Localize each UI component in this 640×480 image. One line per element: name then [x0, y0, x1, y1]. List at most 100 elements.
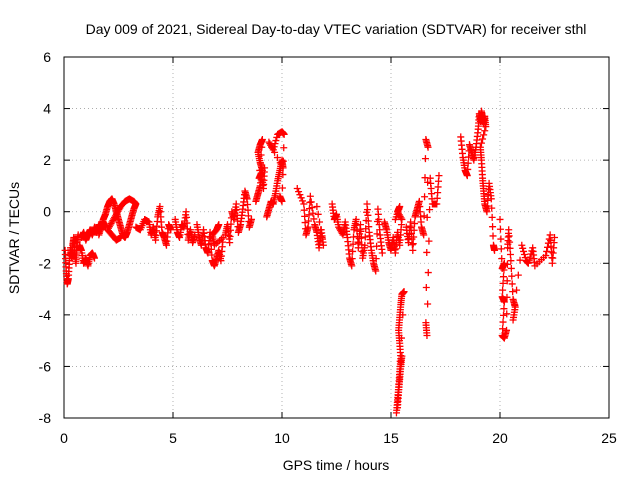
data-point-marker	[318, 234, 326, 241]
data-point-marker	[258, 136, 266, 144]
chart-title: Day 009 of 2021, Sidereal Day-to-day VTE…	[86, 21, 587, 37]
data-point-marker	[477, 139, 485, 147]
data-point-marker	[499, 286, 507, 294]
data-point-marker	[315, 218, 323, 226]
data-point-marker	[499, 311, 507, 319]
data-point-marker	[307, 198, 315, 206]
data-point-marker	[505, 226, 513, 234]
data-point-marker	[280, 130, 288, 138]
data-point-marker	[313, 203, 321, 211]
data-point-marker	[542, 252, 550, 260]
data-point-marker	[410, 233, 418, 241]
data-point-marker	[500, 266, 508, 274]
data-point-marker	[491, 246, 499, 254]
y-axis-label: SDTVAR / TECUs	[6, 182, 22, 294]
data-point-marker	[506, 251, 514, 259]
data-point-marker	[424, 143, 432, 151]
data-point-marker	[500, 259, 508, 267]
data-point-marker	[489, 223, 497, 231]
data-point-marker	[421, 155, 429, 163]
data-point-marker	[464, 165, 472, 173]
data-point-marker	[423, 331, 431, 339]
data-point-marker	[397, 334, 405, 342]
data-point-marker	[507, 264, 515, 272]
data-point-marker	[426, 206, 434, 214]
data-point-marker	[226, 232, 234, 240]
data-point-marker	[300, 200, 308, 208]
data-point-marker	[503, 277, 511, 285]
data-point-marker	[423, 248, 431, 256]
data-point-marker	[391, 215, 399, 223]
data-point-marker	[482, 123, 490, 131]
data-point-marker	[256, 159, 264, 167]
data-point-marker	[425, 237, 433, 245]
data-point-marker	[258, 143, 266, 151]
data-point-marker	[424, 178, 432, 186]
data-point-marker	[500, 298, 508, 306]
data-point-marker	[516, 256, 524, 264]
data-point-marker	[227, 226, 235, 234]
data-point-marker	[117, 234, 125, 241]
data-point-marker	[409, 240, 417, 248]
data-point-marker	[271, 140, 279, 148]
data-point-marker	[520, 247, 528, 255]
data-point-marker	[497, 235, 505, 243]
data-point-marker	[513, 286, 521, 294]
data-point-marker	[356, 221, 364, 229]
data-point-marker	[372, 267, 380, 275]
data-point-marker	[257, 151, 265, 159]
grid-lines	[64, 57, 609, 418]
data-point-marker	[273, 154, 281, 162]
data-point-marker	[520, 251, 528, 259]
data-point-marker	[487, 195, 495, 203]
data-point-marker	[308, 204, 316, 212]
data-point-marker	[423, 213, 431, 221]
y-tick-label: -2	[39, 255, 52, 271]
x-tick-label: 0	[60, 430, 68, 446]
data-point-marker	[357, 227, 365, 235]
data-point-marker	[464, 159, 472, 167]
data-point-marker	[519, 244, 527, 252]
data-point-marker	[279, 171, 287, 179]
data-point-marker	[276, 192, 284, 200]
data-point-marker	[509, 316, 517, 324]
data-point-marker	[305, 211, 313, 219]
data-point-marker	[545, 235, 553, 243]
data-point-marker	[317, 226, 325, 234]
data-point-marker	[378, 249, 386, 257]
data-point-marker	[91, 254, 99, 262]
data-points	[61, 107, 558, 417]
data-point-marker	[514, 271, 522, 279]
data-point-marker	[278, 184, 286, 192]
y-tick-label: 4	[43, 101, 51, 117]
data-point-marker	[357, 234, 365, 242]
data-point-marker	[304, 223, 312, 231]
data-point-marker	[421, 193, 429, 201]
data-point-marker	[310, 215, 318, 223]
plot-area-frame	[63, 56, 610, 419]
data-point-marker	[348, 255, 356, 263]
x-axis-label: GPS time / hours	[283, 457, 390, 473]
y-tick-label: 6	[43, 49, 51, 65]
data-point-marker	[306, 192, 314, 200]
y-tick-label: -8	[39, 410, 52, 426]
data-point-marker	[348, 262, 356, 270]
data-point-marker	[280, 144, 288, 152]
data-point-marker	[544, 243, 552, 251]
data-point-marker	[505, 232, 513, 240]
data-point-marker	[511, 301, 519, 309]
data-point-marker	[361, 241, 369, 249]
data-point-marker	[167, 226, 175, 234]
data-point-marker	[420, 231, 428, 239]
data-point-marker	[215, 221, 223, 229]
data-point-marker	[247, 215, 255, 223]
data-point-marker	[498, 255, 506, 263]
data-point-marker	[508, 280, 516, 288]
data-point-marker	[420, 212, 428, 220]
data-point-marker	[338, 229, 346, 237]
data-point-marker	[409, 246, 417, 254]
data-point-marker	[488, 204, 496, 212]
data-point-marker	[297, 194, 305, 202]
data-point-marker	[497, 245, 505, 253]
data-point-marker	[499, 273, 507, 281]
